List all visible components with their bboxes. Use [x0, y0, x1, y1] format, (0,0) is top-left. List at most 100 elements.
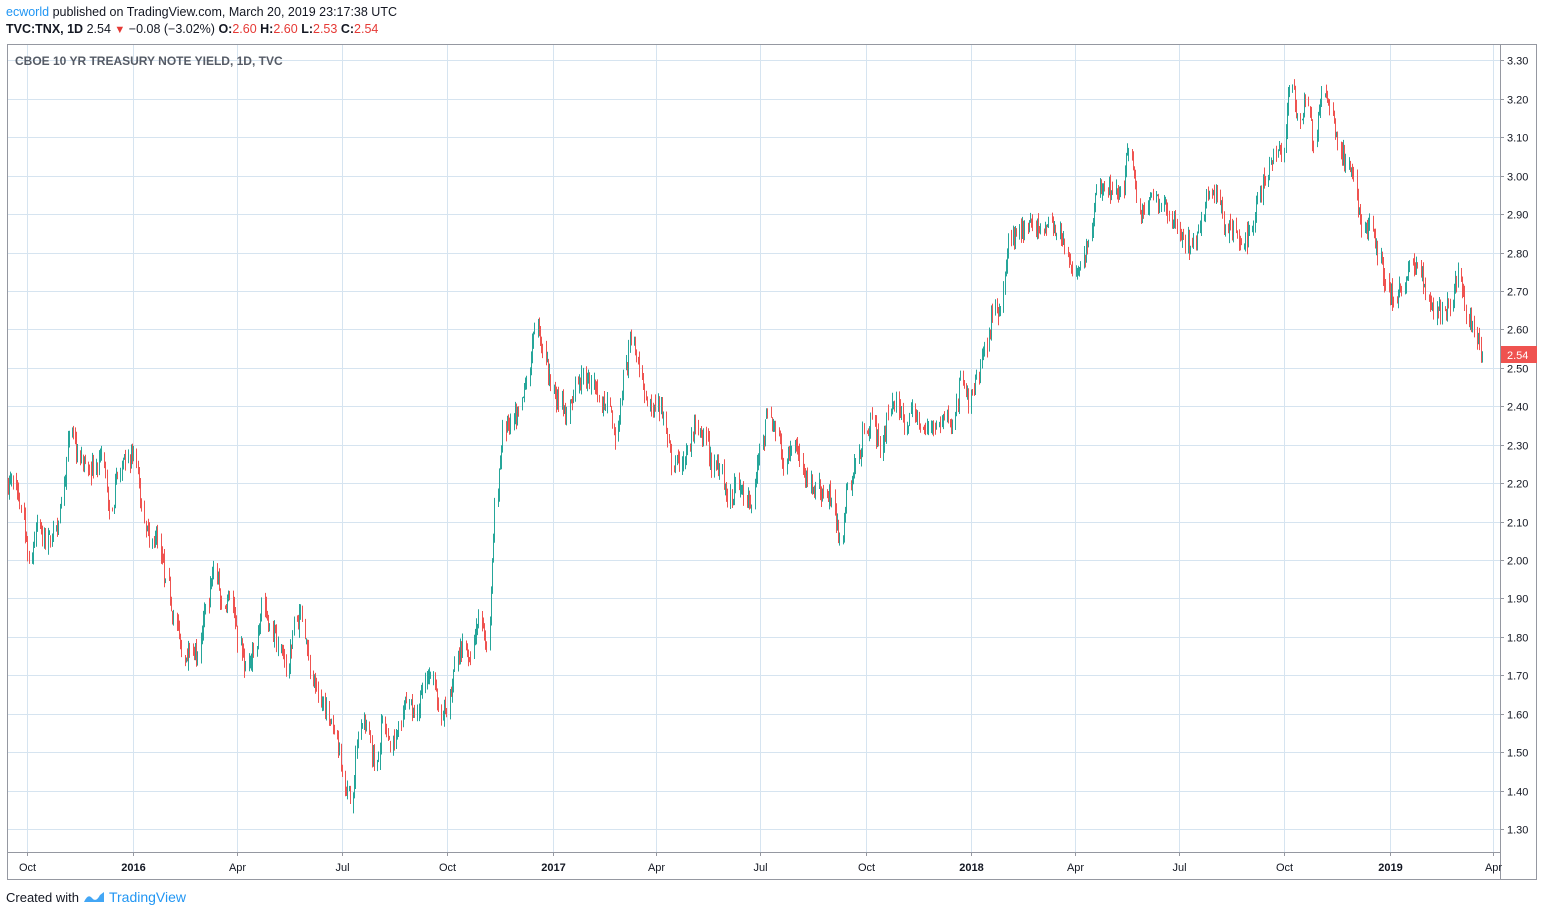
candle-body — [1336, 136, 1337, 138]
candle-body — [539, 325, 540, 335]
candle — [599, 394, 600, 403]
candle — [1406, 276, 1407, 294]
candle-body — [1351, 170, 1352, 174]
candle-body — [915, 406, 916, 417]
candle-body — [883, 443, 884, 453]
candle-body — [1359, 210, 1360, 212]
candle-body — [1228, 226, 1229, 233]
candle-body — [1433, 303, 1434, 318]
candle — [1175, 209, 1176, 229]
candle — [1325, 93, 1326, 98]
candle — [1222, 196, 1223, 219]
candle — [1368, 217, 1369, 241]
candle-body — [373, 752, 374, 759]
candle — [84, 456, 85, 473]
candle — [839, 532, 840, 546]
candle — [278, 636, 279, 657]
candle-body — [83, 456, 84, 466]
candle — [1024, 220, 1025, 241]
candle-body — [178, 623, 179, 625]
price-axis[interactable]: 1.301.401.501.601.701.801.902.002.102.20… — [1500, 56, 1528, 837]
candle — [925, 422, 926, 436]
tradingview-logo-icon — [83, 892, 104, 902]
candle-body — [124, 457, 125, 460]
candle — [1188, 226, 1189, 254]
candle — [939, 421, 940, 428]
candle-body — [245, 667, 246, 671]
publisher-name[interactable]: ecworld — [6, 5, 50, 19]
candle — [1060, 221, 1061, 240]
candle-body — [1302, 119, 1303, 121]
x-tick-label: Oct — [19, 862, 36, 874]
candle — [361, 719, 362, 740]
candle — [1103, 183, 1104, 196]
candle-body — [718, 463, 719, 474]
candle — [1124, 180, 1125, 199]
candle — [53, 520, 54, 542]
candle-body — [186, 658, 187, 663]
candle — [1061, 223, 1062, 246]
candle-body — [485, 635, 486, 642]
candle — [100, 448, 101, 463]
candle-body — [522, 397, 523, 410]
candle — [205, 603, 206, 615]
candle-body — [474, 642, 475, 658]
candle — [1474, 315, 1475, 338]
candle-body — [229, 595, 230, 599]
time-axis[interactable]: Oct 2016 Apr Jul Oct 2017 Apr Jul Oct 2018 Apr Jul O… — [19, 852, 1502, 874]
candle-body — [566, 413, 567, 420]
candle — [595, 379, 596, 395]
candle-body — [814, 486, 815, 490]
candle-body — [931, 425, 932, 430]
candle — [187, 648, 188, 662]
candle-body — [1153, 191, 1154, 199]
candle-body — [146, 520, 147, 530]
candle-body — [1374, 231, 1375, 238]
candle — [756, 471, 757, 488]
candle-body — [17, 486, 18, 494]
candle — [1180, 221, 1181, 242]
candle — [386, 723, 387, 738]
candle-body — [380, 749, 381, 761]
candle-body — [144, 507, 145, 522]
candle — [758, 453, 759, 471]
candle-body — [581, 374, 582, 387]
candle — [1326, 84, 1327, 99]
candle-body — [806, 476, 807, 487]
candle-body — [1445, 307, 1446, 311]
candle — [1321, 86, 1322, 107]
candle-body — [631, 337, 632, 341]
candle-body — [1118, 192, 1119, 195]
candle — [1383, 257, 1384, 287]
symbol-legend: TVC:TNX, 1D 2.54 ▼ −0.08 (−3.02%) O:2.60… — [6, 22, 378, 36]
candle — [347, 780, 348, 800]
candle — [1072, 261, 1073, 277]
candle-body — [963, 372, 964, 385]
candle — [663, 411, 664, 426]
candle — [698, 419, 699, 436]
candle-body — [202, 632, 203, 642]
candle — [1185, 234, 1186, 254]
candle-body — [1124, 185, 1125, 190]
candle-body — [1236, 226, 1237, 230]
candle — [16, 472, 17, 491]
candle — [959, 377, 960, 415]
candle-body — [748, 492, 749, 508]
candle — [864, 423, 865, 435]
candle — [868, 428, 869, 437]
candle-body — [605, 405, 606, 409]
candle — [1217, 185, 1218, 203]
candle-body — [987, 346, 988, 349]
tradingview-brand[interactable]: TradingView — [108, 889, 187, 905]
candle — [179, 620, 180, 640]
candle — [409, 699, 410, 710]
candle — [811, 470, 812, 494]
candle — [1164, 194, 1165, 212]
candle — [1409, 260, 1410, 273]
candle — [1407, 276, 1408, 281]
candle — [1157, 194, 1158, 197]
candle — [1256, 195, 1257, 223]
candle-body — [1409, 260, 1410, 265]
candle-body — [989, 332, 990, 351]
